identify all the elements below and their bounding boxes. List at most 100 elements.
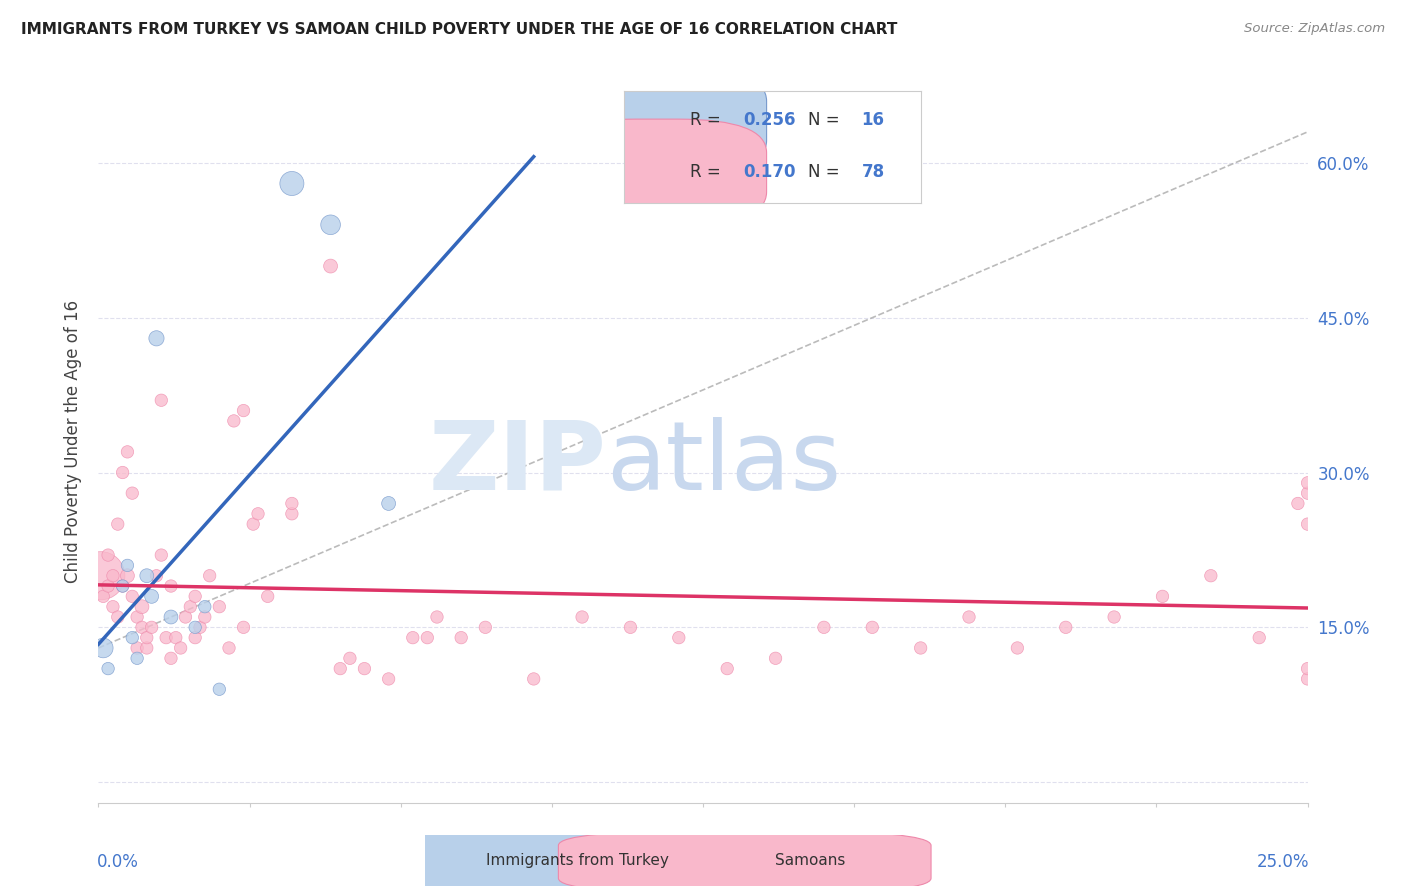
Point — [184, 631, 207, 645]
Y-axis label: Child Poverty Under the Age of 16: Child Poverty Under the Age of 16 — [65, 300, 83, 583]
Point — [1296, 672, 1319, 686]
Text: atlas: atlas — [606, 417, 841, 509]
Point — [91, 640, 114, 655]
Point — [111, 579, 134, 593]
Point — [155, 631, 177, 645]
Point — [121, 486, 143, 500]
Point — [281, 496, 304, 510]
Text: IMMIGRANTS FROM TURKEY VS SAMOAN CHILD POVERTY UNDER THE AGE OF 16 CORRELATION C: IMMIGRANTS FROM TURKEY VS SAMOAN CHILD P… — [21, 22, 897, 37]
Point — [174, 610, 197, 624]
Point — [165, 631, 187, 645]
Point — [194, 610, 217, 624]
Point — [1249, 631, 1271, 645]
Point — [101, 599, 124, 614]
Point — [97, 662, 120, 676]
Point — [169, 640, 191, 655]
Point — [247, 507, 270, 521]
Text: 0.0%: 0.0% — [97, 854, 139, 871]
Point — [1296, 662, 1319, 676]
Point — [97, 548, 120, 562]
Text: 25.0%: 25.0% — [1257, 854, 1309, 871]
Point — [329, 662, 352, 676]
Point — [765, 651, 787, 665]
Point — [135, 631, 157, 645]
Point — [1152, 590, 1174, 604]
Point — [377, 672, 399, 686]
Point — [319, 218, 342, 232]
Point — [716, 662, 738, 676]
Point — [127, 640, 149, 655]
Point — [402, 631, 425, 645]
Point — [141, 620, 163, 634]
Point — [339, 651, 361, 665]
Point — [131, 599, 153, 614]
Point — [194, 599, 217, 614]
Point — [208, 599, 231, 614]
Text: Source: ZipAtlas.com: Source: ZipAtlas.com — [1244, 22, 1385, 36]
Point — [184, 590, 207, 604]
Point — [101, 568, 124, 582]
Point — [281, 507, 304, 521]
Point — [426, 610, 449, 624]
Point — [90, 568, 112, 582]
Point — [813, 620, 835, 634]
Point — [117, 568, 139, 582]
Point — [1296, 475, 1319, 490]
Point — [860, 620, 883, 634]
Point — [474, 620, 496, 634]
Point — [121, 631, 143, 645]
Point — [242, 517, 264, 532]
Point — [160, 610, 183, 624]
Point — [1102, 610, 1125, 624]
Point — [232, 403, 254, 417]
Point — [127, 651, 149, 665]
Point — [910, 640, 932, 655]
Point — [416, 631, 439, 645]
Point — [377, 496, 399, 510]
Point — [145, 331, 167, 345]
Point — [571, 610, 593, 624]
Point — [218, 640, 240, 655]
Point — [319, 259, 342, 273]
Point — [117, 558, 139, 573]
Point — [111, 579, 134, 593]
Point — [150, 548, 173, 562]
Point — [135, 640, 157, 655]
Point — [222, 414, 245, 428]
Point — [668, 631, 690, 645]
Point — [160, 651, 183, 665]
Point — [107, 517, 129, 532]
Point — [281, 177, 304, 191]
Point — [184, 620, 207, 634]
Point — [121, 590, 143, 604]
Point — [1054, 620, 1077, 634]
Point — [1296, 486, 1319, 500]
Point — [97, 579, 120, 593]
Point — [160, 579, 183, 593]
Point — [188, 620, 211, 634]
Point — [1286, 496, 1309, 510]
Point — [1296, 517, 1319, 532]
Point — [141, 590, 163, 604]
Point — [208, 682, 231, 697]
Point — [117, 445, 139, 459]
Point — [198, 568, 221, 582]
Point — [107, 610, 129, 624]
Point — [1199, 568, 1222, 582]
Point — [256, 590, 278, 604]
Point — [150, 393, 173, 408]
Point — [957, 610, 980, 624]
Point — [145, 568, 167, 582]
Point — [1007, 640, 1029, 655]
Point — [127, 610, 149, 624]
Point — [523, 672, 546, 686]
Point — [91, 590, 114, 604]
Point — [232, 620, 254, 634]
Point — [111, 466, 134, 480]
Point — [131, 620, 153, 634]
Point — [179, 599, 201, 614]
Text: ZIP: ZIP — [429, 417, 606, 509]
Point — [353, 662, 375, 676]
Point — [619, 620, 641, 634]
Point — [450, 631, 472, 645]
